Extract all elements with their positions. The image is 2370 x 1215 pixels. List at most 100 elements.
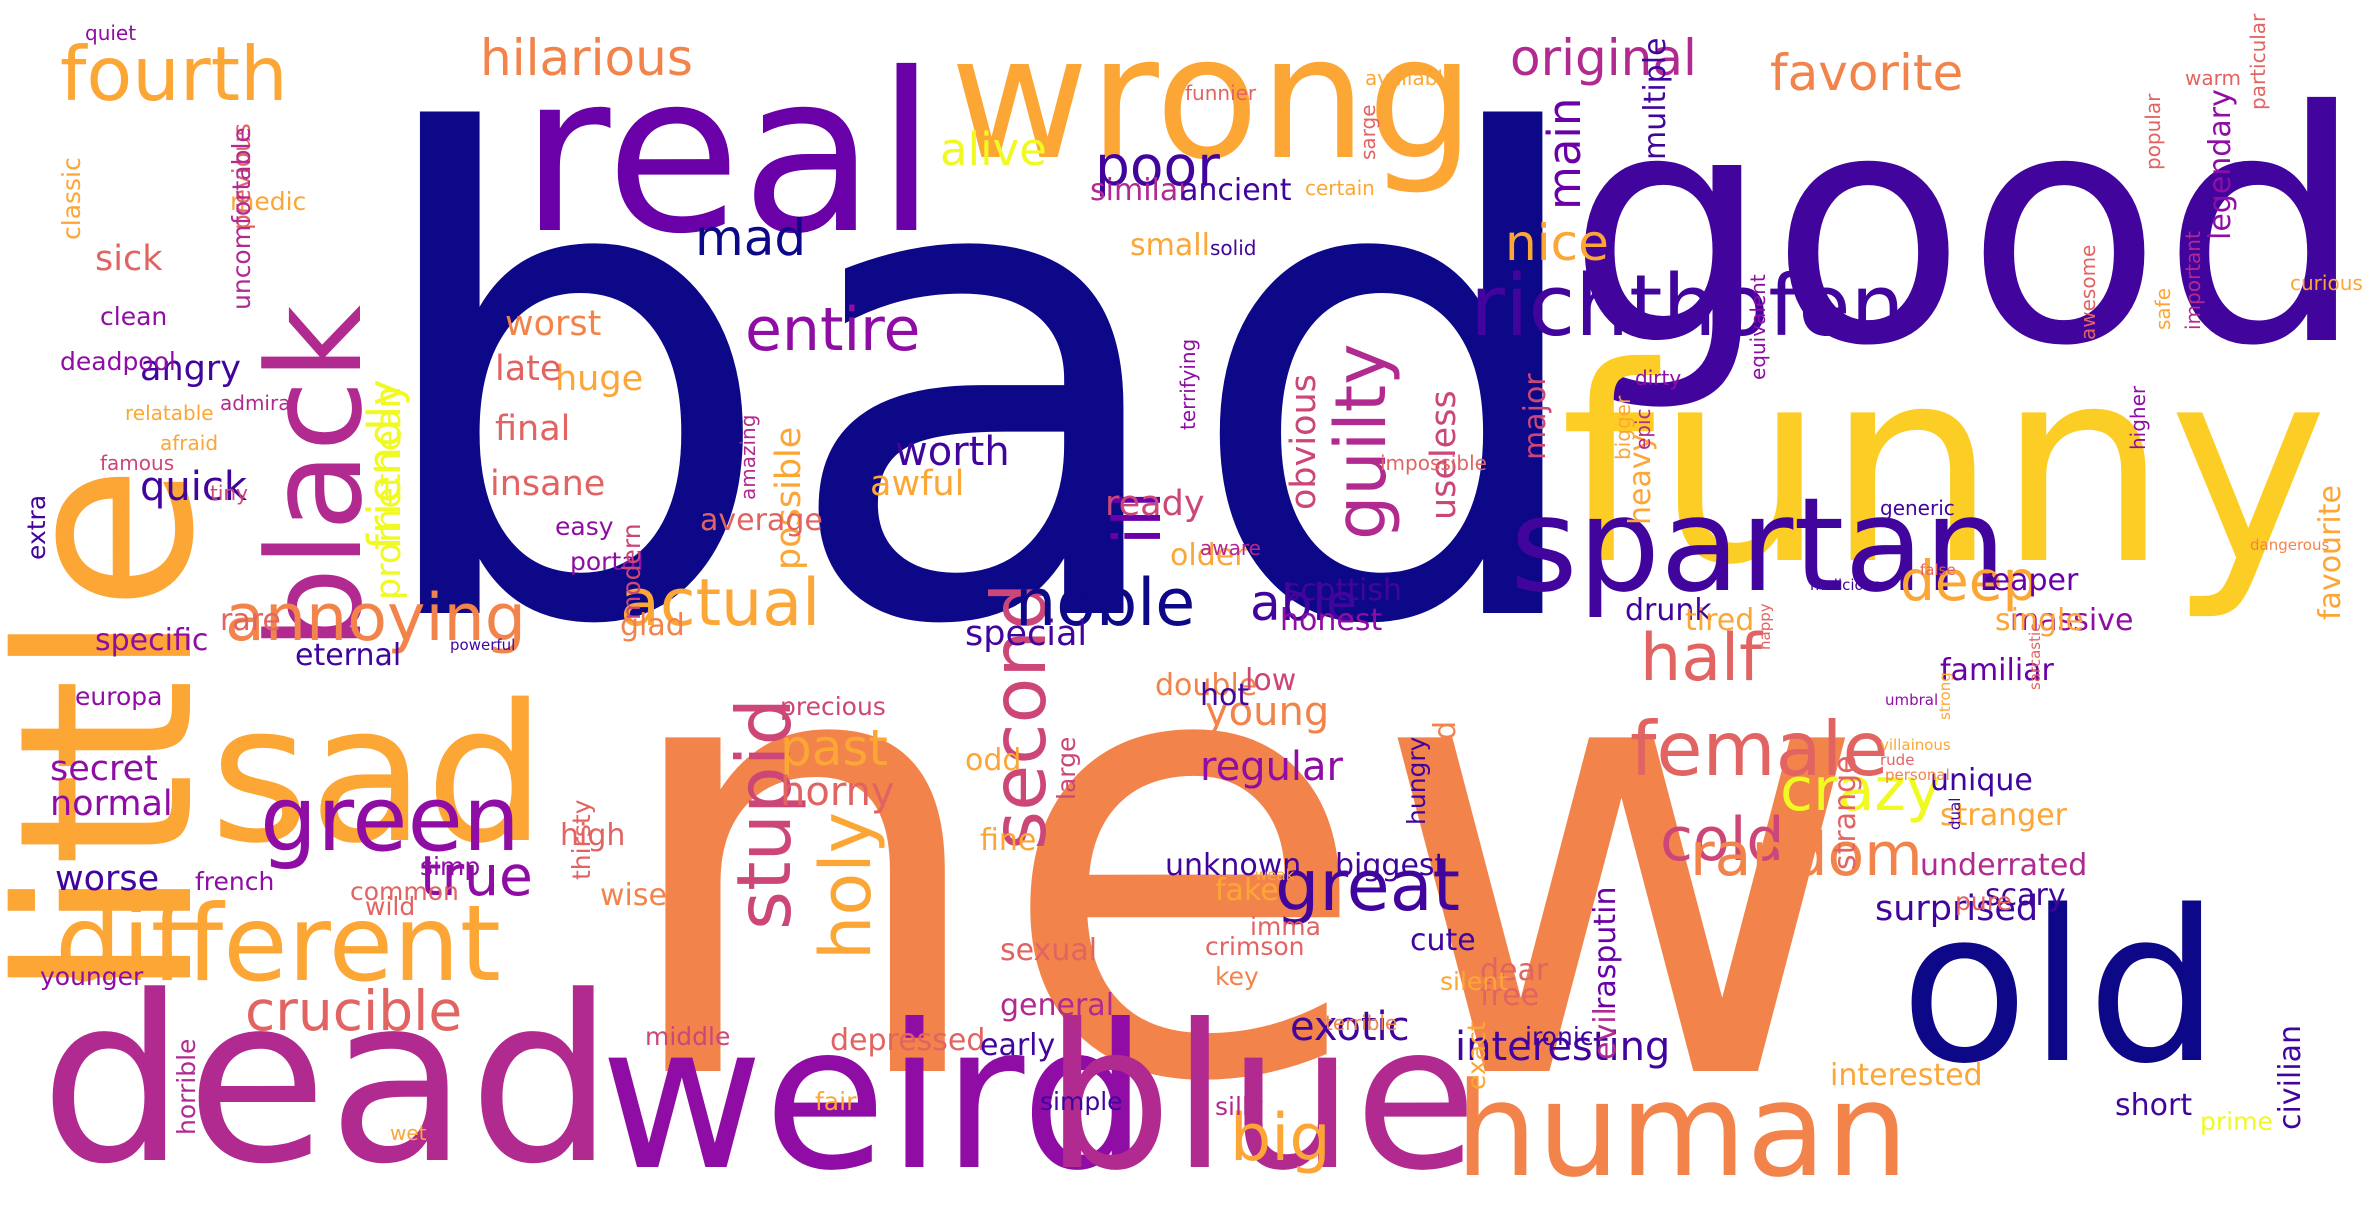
word-middle: middle <box>645 1022 730 1051</box>
word-noble: noble <box>1015 566 1195 641</box>
word-obvious: obvious <box>1284 374 1324 510</box>
word-final: final <box>495 409 570 449</box>
word-worst: worst <box>505 304 601 344</box>
word-terrifying: terrifying <box>1176 339 1200 430</box>
word-drunk: drunk <box>1625 593 1712 628</box>
word-mad: mad <box>695 209 806 267</box>
word-possible: possible <box>769 427 809 570</box>
word-secret: secret <box>50 749 158 789</box>
word-admiral: admiral <box>220 391 296 415</box>
word-wrong: wrong <box>950 0 1475 198</box>
word-epic: epic <box>1631 408 1655 450</box>
word-imma: imma <box>1250 912 1321 941</box>
word-hot: hot <box>1200 678 1249 713</box>
word-common: common <box>350 877 459 906</box>
word-black: black <box>239 305 391 650</box>
word-thirsty: thirsty <box>567 799 596 880</box>
word-civilian: civilian <box>2273 1025 2308 1130</box>
word-horrible: horrible <box>172 1039 201 1135</box>
word-multiple: multiple <box>1638 37 1673 160</box>
word-sexual: sexual <box>1000 933 1097 968</box>
word-general: general <box>1000 988 1114 1023</box>
word-simple: simple <box>1040 1087 1123 1116</box>
word-guilty: guilty <box>1320 343 1402 540</box>
word-dangerous: dangerous <box>2250 536 2329 554</box>
word-stupid: stupid <box>720 698 808 930</box>
word-modern: modern <box>617 523 646 620</box>
word-low: low <box>1245 663 1296 698</box>
word-pure: pure <box>1955 887 2012 916</box>
word-medic: medic <box>230 187 306 216</box>
word-different: different <box>55 883 501 1005</box>
word-false: false <box>1920 561 1956 579</box>
word-blue: blue <box>1045 982 1477 1215</box>
word-richthofen: richthofen <box>1470 257 1904 356</box>
word-big: big <box>1230 1101 1331 1176</box>
word-silent: silent <box>1440 967 1508 996</box>
word-double: double <box>1155 668 1257 703</box>
word-deep: deep <box>1900 549 2038 613</box>
word-surprised: surprised <box>1875 889 2038 929</box>
word-weak: weak <box>1255 866 1295 884</box>
word-unknown: unknown <box>1165 848 1301 883</box>
word-worth: worth <box>895 429 1010 475</box>
word-sick: sick <box>95 239 163 279</box>
word-famous: famous <box>100 451 174 475</box>
word-special: special <box>965 614 1087 654</box>
word-portal: portal <box>570 547 644 576</box>
word-major: major <box>1518 373 1553 460</box>
word-umbral: umbral <box>1885 691 1938 709</box>
word-small: small <box>1130 228 1210 263</box>
word-malicious: malicious <box>1810 576 1881 594</box>
word-simp: simp <box>420 852 480 881</box>
word-honest: honest <box>1280 603 1382 638</box>
word-afraid: afraid <box>160 431 218 455</box>
word-safe: safe <box>2151 288 2175 330</box>
word-promethean: promethean <box>369 386 409 600</box>
word-ready: ready <box>1105 484 1205 524</box>
word-original: original <box>1510 29 1697 87</box>
word-old: old <box>1900 865 2220 1110</box>
word-classic: classic <box>57 157 86 240</box>
word-previous: previous <box>227 123 256 230</box>
word-solid: solid <box>1210 236 1256 260</box>
word-hungry: hungry <box>1402 736 1431 825</box>
word-fair: fair <box>815 1087 857 1116</box>
word-certain: certain <box>1305 176 1375 200</box>
word-fourth: fourth <box>60 30 288 118</box>
word-ironic: ironic <box>1525 1022 1594 1051</box>
word-weird: weird <box>600 982 1148 1215</box>
word-crucible: crucible <box>245 979 462 1043</box>
word-interesting: interesting <box>1455 1024 1670 1070</box>
word-ancient: ancient <box>1180 173 1292 208</box>
word-legendary: legendary <box>2203 89 2238 240</box>
word-angry: angry <box>140 349 241 389</box>
word-depressed: depressed <box>830 1023 985 1058</box>
word-eternal: eternal <box>295 638 401 673</box>
word-fake: fake <box>1215 873 1279 908</box>
word-crazy: crazy <box>1780 755 1941 825</box>
word-wild: wild <box>365 892 415 921</box>
word-quick: quick <box>140 464 248 510</box>
word-deadpool: deadpool <box>60 347 176 376</box>
word-strange: strange <box>1828 755 1863 870</box>
word-short: short <box>2115 1088 2192 1123</box>
word-little: little <box>0 464 247 1000</box>
word-high: high <box>560 818 625 853</box>
word-nice: nice <box>1505 214 1609 272</box>
word-human: human <box>1455 1054 1908 1206</box>
word-underrated: underrated <box>1920 848 2087 883</box>
word-awful: awful <box>870 464 964 504</box>
word-wise: wise <box>600 878 667 913</box>
word-worse: worse <box>55 859 159 899</box>
word-true: true <box>420 844 533 908</box>
word-spartan: spartan <box>1510 469 2006 621</box>
word-similar: similar <box>1090 173 1191 208</box>
word-reaper: reaper <box>1980 563 2079 598</box>
word-poor: poor <box>1095 134 1220 198</box>
word-useless: useless <box>1424 390 1464 520</box>
word-single: single <box>1995 603 2084 638</box>
word-awkward: awkward <box>1428 721 1463 855</box>
word-ill: ill <box>1101 491 1176 545</box>
